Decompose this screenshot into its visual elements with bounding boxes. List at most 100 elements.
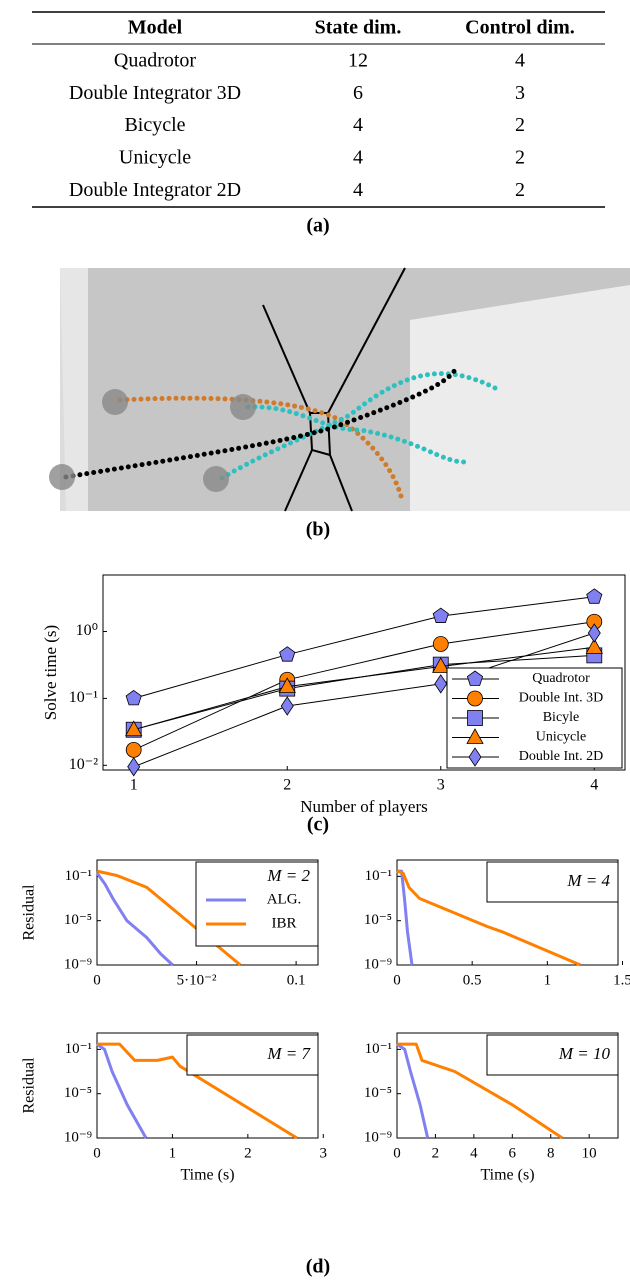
x-tick-label: 1 [544, 972, 552, 988]
marker [280, 696, 294, 716]
series-line [396, 869, 581, 967]
x-tick-label: 3 [320, 1145, 328, 1161]
y-axis-label: Solve time (s) [41, 625, 60, 720]
table-cell: 12 [348, 50, 368, 72]
y-tick-label: 10⁻⁹ [64, 956, 92, 972]
y-tick-label: 10⁻⁵ [364, 1085, 392, 1101]
series-line [96, 869, 242, 967]
x-tick-label: 1 [130, 777, 138, 794]
legend-box [486, 861, 619, 903]
annotation: M = 7 [266, 1044, 311, 1063]
table-cell: 4 [515, 50, 525, 72]
marker [432, 636, 449, 652]
y-tick-label: 10⁻¹ [365, 1041, 392, 1057]
table-cell: 2 [515, 146, 525, 168]
legend-label: Double Int. 2D [519, 749, 603, 764]
table-header: Control dim. [465, 17, 575, 39]
marker [587, 623, 601, 643]
plot-frame [396, 859, 619, 966]
scene-image [49, 267, 630, 512]
x-tick-label: 4 [590, 777, 598, 794]
marker [466, 728, 484, 744]
plot-frame [396, 1032, 619, 1139]
y-tick-label: 10⁻² [69, 756, 98, 773]
x-axis-label: Time (s) [480, 1167, 534, 1184]
x-tick-label: 0 [393, 1145, 401, 1161]
x-tick-label: 5·10⁻² [177, 972, 217, 988]
legend-box [186, 1034, 319, 1076]
x-tick-label: 3 [437, 777, 445, 794]
table-cell: 6 [353, 82, 363, 104]
table-cell: Unicycle [119, 146, 191, 168]
marker [434, 674, 448, 694]
caption: (b) [306, 519, 330, 541]
annotation: M = 4 [566, 871, 610, 890]
y-tick-label: 10⁻¹ [69, 689, 98, 706]
gate-line [327, 267, 406, 414]
y-tick-label: 10⁰ [76, 622, 98, 639]
x-tick-label: 0 [393, 972, 401, 988]
table-cell: 4 [353, 179, 363, 201]
table-cell: 4 [353, 114, 363, 136]
annotation: M = 10 [558, 1044, 611, 1063]
x-tick-label: 1 [169, 1145, 177, 1161]
trajectory [117, 395, 405, 503]
x-tick-label: 6 [509, 1145, 517, 1161]
series-line [397, 1042, 564, 1140]
trajectory [63, 367, 458, 480]
x-tick-label: 8 [547, 1145, 555, 1161]
series-line [133, 632, 595, 768]
y-tick-label: 10⁻⁹ [364, 1129, 392, 1145]
marker [125, 741, 142, 758]
table-cell: 4 [353, 146, 363, 168]
table: Model State dim. Control dim. Quadrotor 12 4 D… [69, 17, 575, 201]
marker [585, 638, 603, 654]
gate-line [329, 454, 353, 512]
series-line [97, 1042, 298, 1140]
table-cell: 3 [515, 82, 525, 104]
marker [432, 657, 450, 673]
series-line [95, 872, 174, 967]
series-line [397, 869, 414, 966]
x-tick-label: 0.5 [463, 972, 482, 988]
left-wall [60, 268, 90, 511]
caption: (d) [306, 1256, 330, 1278]
legend-label: ALG. [267, 891, 302, 907]
annotation: M = 2 [266, 866, 310, 885]
x-axis-label: Number of players [300, 797, 427, 816]
table-cell: 2 [515, 114, 525, 136]
legend-label: Double Int. 3D [519, 691, 603, 706]
plot-frame [102, 574, 626, 771]
table-cell: 2 [515, 179, 525, 201]
marker [127, 757, 141, 777]
gate-line [284, 449, 313, 512]
chart: 10⁻¹ 10⁻⁵ 10⁻⁹0 5·10⁻² 0.1 Residual M = 2 ALG. I… [21, 859, 319, 988]
plot-frame [96, 1032, 319, 1139]
right-wall [410, 285, 630, 511]
legend-box [486, 1034, 619, 1076]
drone [230, 394, 256, 420]
marker [468, 747, 482, 767]
chart: 10⁻¹ 10⁻⁵ 10⁻⁹0 2 4 6 8 10 Time (s) M = 10 [364, 1032, 619, 1184]
marker [432, 607, 449, 623]
caption: (a) [306, 215, 329, 237]
legend-label: Unicycle [536, 730, 587, 745]
y-tick-label: 10⁻⁵ [64, 1085, 92, 1101]
table-header: State dim. [315, 17, 402, 39]
table-cell: Bicycle [124, 114, 185, 136]
marker [467, 710, 483, 726]
x-tick-label: 0 [93, 1145, 101, 1161]
chart: 10⁻¹ 10⁻⁵ 10⁻⁹0 0.5 1 1.5 M = 4 [364, 859, 630, 988]
table-cell: Quadrotor [114, 50, 197, 72]
y-axis-label: Residual [21, 884, 38, 941]
marker [278, 677, 296, 694]
marker [467, 690, 483, 707]
y-tick-label: 10⁻⁹ [64, 1129, 92, 1145]
x-tick-label: 1.5 [613, 972, 630, 988]
marker [125, 720, 143, 737]
series-line [133, 646, 595, 731]
drone [102, 389, 128, 415]
x-axis-label: Time (s) [180, 1167, 234, 1184]
drone [49, 464, 75, 490]
